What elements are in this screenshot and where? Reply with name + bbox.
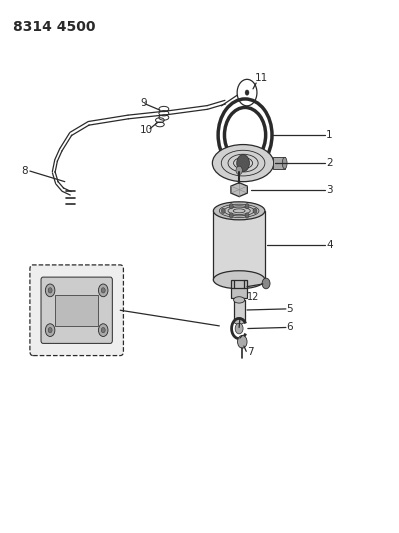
Bar — [55, 295, 99, 326]
Text: 6: 6 — [286, 322, 293, 333]
Ellipse shape — [282, 157, 287, 169]
Circle shape — [221, 208, 225, 214]
Circle shape — [229, 204, 233, 209]
Circle shape — [236, 166, 242, 175]
Ellipse shape — [213, 202, 265, 220]
Circle shape — [237, 335, 247, 348]
Text: 12: 12 — [247, 292, 259, 302]
Text: 3: 3 — [326, 184, 333, 195]
Text: 8314 4500: 8314 4500 — [13, 20, 96, 34]
Circle shape — [262, 278, 270, 289]
Polygon shape — [231, 183, 247, 197]
FancyBboxPatch shape — [30, 265, 123, 356]
Circle shape — [48, 288, 52, 293]
Circle shape — [245, 90, 249, 95]
Ellipse shape — [213, 271, 265, 289]
Circle shape — [235, 323, 243, 334]
Text: 4: 4 — [326, 240, 333, 251]
Circle shape — [99, 324, 108, 336]
Text: 9: 9 — [140, 98, 147, 108]
FancyBboxPatch shape — [41, 277, 113, 343]
Bar — [273, 157, 285, 169]
Circle shape — [99, 284, 108, 297]
Text: 1: 1 — [326, 130, 333, 140]
Circle shape — [237, 155, 249, 172]
Text: 5: 5 — [286, 304, 293, 314]
Circle shape — [245, 204, 249, 209]
Bar — [231, 280, 247, 298]
Text: 8: 8 — [21, 166, 28, 176]
Circle shape — [45, 324, 55, 336]
Ellipse shape — [233, 297, 245, 303]
Circle shape — [101, 327, 105, 333]
Bar — [233, 300, 245, 321]
Text: 7: 7 — [247, 348, 254, 358]
Circle shape — [245, 213, 249, 218]
Ellipse shape — [212, 144, 274, 182]
Text: 2: 2 — [326, 158, 333, 168]
Circle shape — [101, 288, 105, 293]
Circle shape — [48, 327, 52, 333]
Ellipse shape — [233, 318, 245, 324]
Circle shape — [253, 208, 257, 214]
Bar — [213, 211, 265, 280]
Circle shape — [229, 213, 233, 218]
Text: 11: 11 — [255, 73, 268, 83]
Circle shape — [45, 284, 55, 297]
Text: 10: 10 — [140, 125, 153, 135]
